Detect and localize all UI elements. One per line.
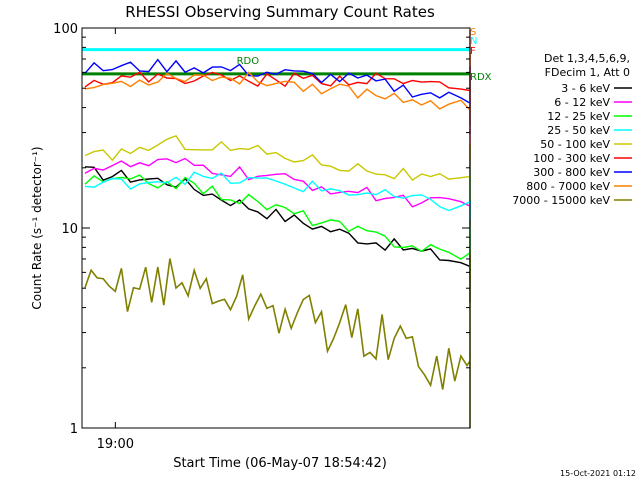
- x-axis-label: Start Time (06-May-07 18:54:42): [173, 456, 387, 471]
- legend-label-6: 300 - 800 keV: [533, 166, 610, 179]
- legend-label-2: 12 - 25 keV: [547, 110, 610, 123]
- annotation-1: RDO: [237, 56, 260, 67]
- y-axis-label: Count Rate (s⁻¹ detector⁻¹): [30, 146, 44, 309]
- legend-label-3: 25 - 50 keV: [547, 124, 610, 137]
- y-tick-label-1: 10: [61, 222, 78, 237]
- legend-header-0: Det 1,3,4,5,6,9,: [544, 52, 630, 65]
- annotation-2: RDX: [470, 72, 492, 83]
- y-tick-label-2: 100: [53, 22, 78, 37]
- timestamp: 15-Oct-2021 01:12: [560, 469, 636, 478]
- annotation-3: F: [470, 46, 476, 57]
- legend-header-1: FDecim 1, Att 0: [545, 66, 630, 79]
- legend: Det 1,3,4,5,6,9,FDecim 1, Att 0 3 - 6 keV…: [512, 52, 632, 207]
- legend-label-1: 6 - 12 keV: [554, 96, 610, 109]
- chart-title: RHESSI Observing Summary Count Rates: [125, 3, 435, 21]
- x-tick-label-0: 19:00: [97, 437, 134, 452]
- annotation-0: N: [470, 36, 477, 47]
- legend-label-0: 3 - 6 keV: [561, 82, 610, 95]
- legend-label-4: 50 - 100 keV: [540, 138, 610, 151]
- annotation-4: S: [470, 27, 476, 38]
- legend-label-8: 7000 - 15000 keV: [512, 194, 610, 207]
- y-tick-label-0: 1: [70, 422, 78, 437]
- axes: 19:00 1 10 100: [53, 22, 470, 452]
- legend-label-7: 800 - 7000 keV: [526, 180, 610, 193]
- annotations: N RDO RDX FS: [237, 27, 492, 83]
- legend-label-5: 100 - 300 keV: [533, 152, 610, 165]
